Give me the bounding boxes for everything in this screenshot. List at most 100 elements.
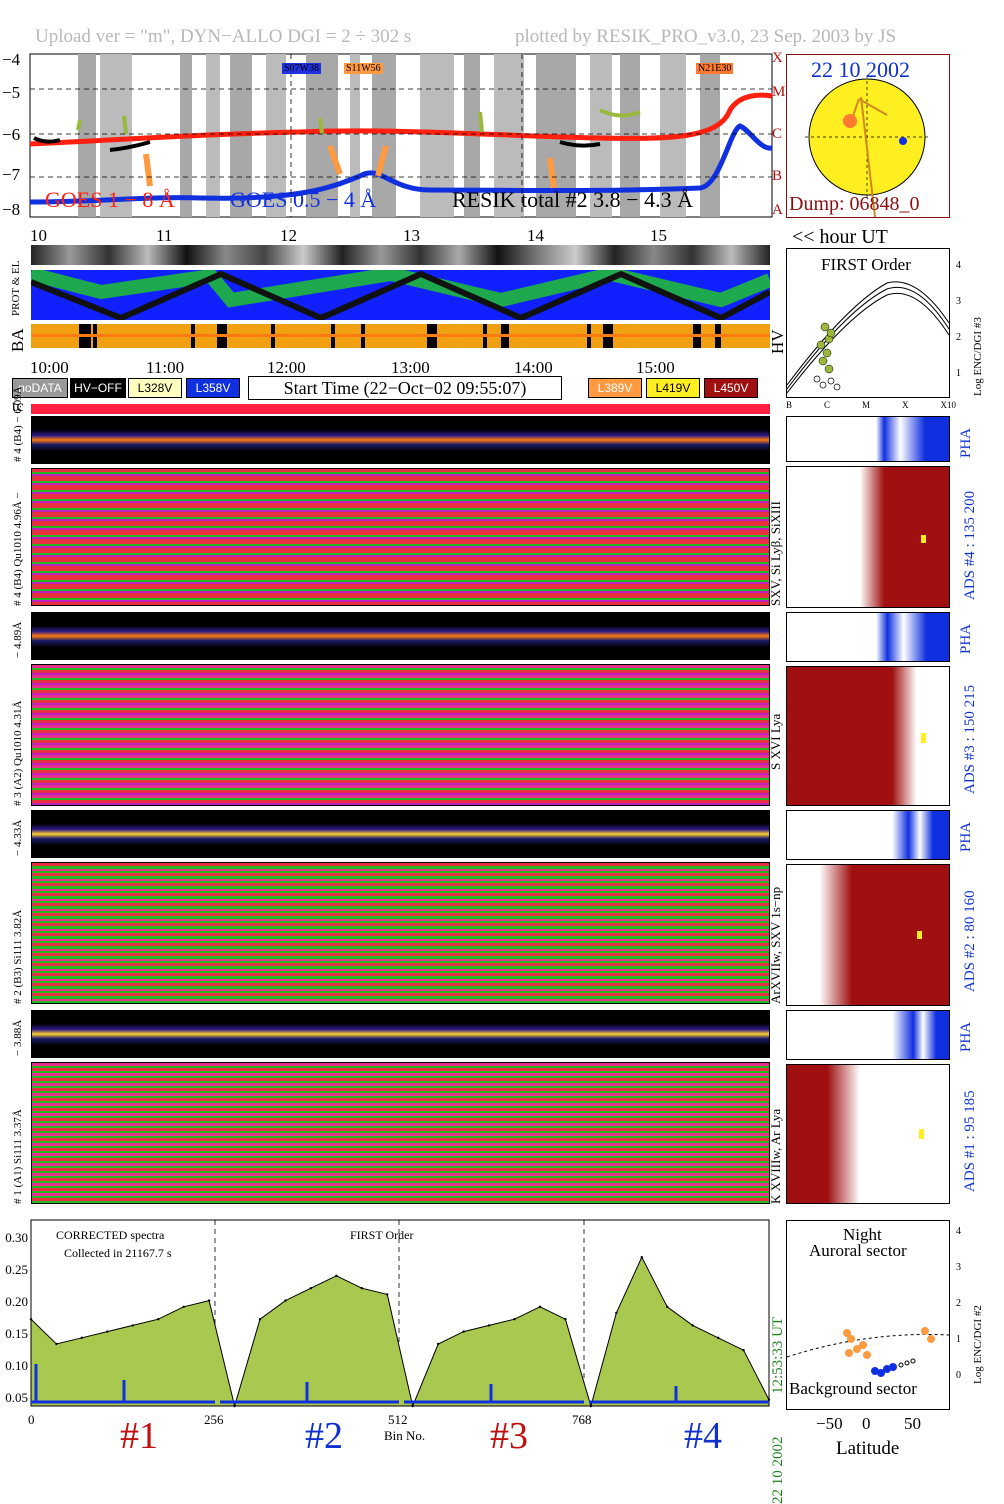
ads-hist-ch4 <box>786 466 950 608</box>
section-4: #4 <box>684 1414 722 1458</box>
ads-marker-ch3 <box>921 733 926 743</box>
ch1-pha-label: − 3.88Å <box>12 1020 24 1056</box>
spectrum-point <box>412 1405 414 1407</box>
pha-map-ch2 <box>31 810 770 858</box>
ch3-line-label: S XVI Lya <box>768 714 784 770</box>
prot-el-label: PROT & EL <box>10 261 22 316</box>
ads-hist-ch1 <box>786 1064 950 1204</box>
sun-date: 22 10 2002 <box>811 57 910 83</box>
spectrum-point <box>717 1337 719 1339</box>
spec-xtick-0: 0 <box>28 1412 35 1428</box>
goes-label-low: GOES 1 − 8 Å <box>45 187 175 213</box>
first-order-panel: FIRST Order <box>786 248 950 398</box>
fo-ytick-3: 3 <box>956 284 961 320</box>
spec-time: 12:53:33 UT <box>770 1317 787 1394</box>
top-hour-15: 15 <box>650 226 667 246</box>
ch2-spec-label: # 2 (B3) Si111 3.82Å <box>12 910 24 1004</box>
sun-panel: 22 10 2002 Dump: 06848_0 <box>786 54 950 218</box>
spectrum-point <box>539 1306 541 1308</box>
spec-xlabel: Bin No. <box>384 1428 425 1444</box>
lat-xlabel: Latitude <box>836 1438 899 1460</box>
ch2-line-label: ArXVIIw, SXV 1s−np <box>768 887 784 1004</box>
pha-hist-ch3 <box>786 612 950 662</box>
first-order-yticks: 4 3 2 1 <box>956 248 961 392</box>
pha-hist-ch4 <box>786 416 950 462</box>
ch3-spec-label: # 3 (A2) Qu1010 4.31Å <box>12 701 24 806</box>
spec-ytick-030: 0.30 <box>2 1222 28 1254</box>
top-hour-12: 12 <box>280 226 297 246</box>
spec-ytick-010: 0.10 <box>2 1350 28 1382</box>
ads-marker-ch1 <box>919 1129 924 1139</box>
region-tag-1: S07W38 <box>282 63 321 74</box>
spectrum-point <box>259 1318 261 1320</box>
clock-15: 15:00 <box>636 358 675 378</box>
spectrum-plot <box>0 1214 790 1414</box>
spectrum-point <box>106 1330 108 1332</box>
spectrum-point <box>513 1318 515 1320</box>
lat-ylabel: Log ENC/DGI #2 <box>972 1305 984 1384</box>
pha-map-ch3 <box>31 612 770 660</box>
ads-hist-ch2 <box>786 864 950 1006</box>
orange-segment <box>146 154 150 186</box>
spectrum-point <box>386 1293 388 1295</box>
goes-class-m: M <box>772 84 785 101</box>
pha-map-ch4 <box>31 416 770 464</box>
section-2: #2 <box>305 1414 343 1458</box>
fo-xtick-x10: X10 <box>940 400 956 410</box>
goes-ytick-3: −6 <box>2 125 20 145</box>
goes-class-x: X <box>772 50 783 67</box>
top-hour-14: 14 <box>527 226 544 246</box>
goes-panel: −4 −5 −6 −7 −8 X M C B A S07W38 S11W56 N… <box>0 50 790 222</box>
section-3: #3 <box>490 1414 528 1458</box>
start-time: Start Time (22−Oct−02 09:55:07) <box>248 376 562 400</box>
goes-shaded-band <box>420 54 454 217</box>
strip-prot-el <box>31 270 770 320</box>
spectrum-point <box>742 1349 744 1351</box>
legend-hvoff: HV−OFF <box>70 378 126 398</box>
region-tag-2: S11W56 <box>344 63 383 74</box>
spectrum-point <box>335 1275 337 1277</box>
spectrum-point <box>157 1318 159 1320</box>
lat-ytick-1: 1 <box>956 1322 961 1358</box>
spectrum-point <box>590 1405 592 1407</box>
ch2-pha-tag: PHA <box>958 822 975 852</box>
ch1-ads: ADS #1 : 95 185 <box>962 1090 979 1192</box>
spectro-map-ch2 <box>31 862 770 1004</box>
goes-class-a: A <box>772 202 783 219</box>
resik-alt-segment <box>480 112 482 132</box>
spec-text-corrected: CORRECTED spectra <box>56 1228 164 1243</box>
ads-hist-ch3 <box>786 666 950 806</box>
legend-l450: L450V <box>704 378 758 398</box>
sun-dump: Dump: 06848_0 <box>789 193 920 216</box>
spectrum-point <box>208 1299 210 1301</box>
hv-label: HV <box>768 329 788 354</box>
spectrum-panel: 0.30 0.25 0.20 0.15 0.10 0.05 CORRECTED … <box>0 1214 790 1414</box>
spectrum-point <box>81 1337 83 1339</box>
goes-label-resik: RESIK total #2 3.8 − 4.3 Å <box>452 187 693 213</box>
goes-label-high: GOES 0.5 − 4 Å <box>230 187 376 213</box>
fo-xtick-b: B <box>786 400 792 410</box>
region-tag-3: N21E30 <box>696 63 733 74</box>
spec-xtick-512: 512 <box>388 1412 408 1428</box>
lat-ytick-0: 0 <box>956 1358 961 1394</box>
spectrum-point <box>132 1324 134 1326</box>
top-hour-11: 11 <box>156 226 172 246</box>
spectrum-point <box>310 1287 312 1289</box>
ch2-ads: ADS #2 : 80 160 <box>962 890 979 992</box>
spectrum-point <box>488 1324 490 1326</box>
legend-l389: L389V <box>588 378 642 398</box>
fo-xtick-m: M <box>862 400 870 410</box>
first-order-xticks: B C M X X10 <box>786 400 956 410</box>
ch4-pha-label: # 4 (B4) − 6.09Å <box>12 386 24 462</box>
lat-xtick-0: 0 <box>862 1414 871 1434</box>
goes-ytick-4: −7 <box>2 165 20 185</box>
orange-segment <box>550 158 554 188</box>
goes-class-c: C <box>772 126 782 143</box>
clock-13: 13:00 <box>391 358 430 378</box>
spectrum-point <box>641 1256 643 1258</box>
ch3-ads: ADS #3 : 150 215 <box>962 685 979 794</box>
clock-14: 14:00 <box>514 358 553 378</box>
pha-hist-ch2 <box>786 810 950 860</box>
goes-ytick-1: −4 <box>2 50 20 70</box>
spectrum-point <box>437 1343 439 1345</box>
